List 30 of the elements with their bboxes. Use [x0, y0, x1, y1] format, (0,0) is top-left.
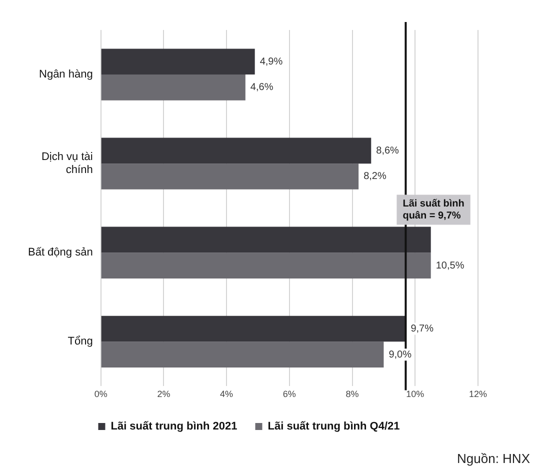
- x-tick-label: 0%: [94, 389, 108, 400]
- bar: [101, 252, 431, 278]
- bar: [101, 138, 372, 164]
- legend-label: Lãi suất trung bình 2021: [110, 420, 238, 433]
- bar: [101, 316, 406, 342]
- x-tick-label: 4%: [220, 389, 234, 400]
- bar: [101, 48, 255, 75]
- x-tick-label: 10%: [406, 389, 424, 400]
- data-label: 4,6%: [250, 82, 274, 94]
- bar: [101, 226, 431, 253]
- x-tick-label: 2%: [157, 389, 170, 400]
- y-tick-label: Ngân hàng: [39, 68, 93, 81]
- bar: [101, 164, 359, 190]
- data-label: 9,7%: [410, 324, 434, 335]
- data-label: 8,2%: [364, 171, 386, 182]
- data-label: 4,9%: [260, 56, 283, 68]
- text: Nguồn: HNX: [457, 451, 530, 466]
- x-tick-label: 8%: [346, 389, 359, 400]
- x-tick-label: 6%: [282, 389, 296, 400]
- y-tick-label: Bất động sản: [28, 246, 93, 259]
- x-tick-label: 12%: [468, 389, 488, 400]
- data-label: 10,5%: [436, 260, 464, 272]
- data-label: 9,0%: [388, 349, 412, 360]
- legend-label: Lãi suất trung bình Q4/21: [268, 420, 400, 433]
- bar: [101, 342, 384, 368]
- y-tick-label: Dịch vụ tài chính: [41, 151, 93, 176]
- data-label: 8,6%: [376, 145, 400, 156]
- y-tick-label: Tổng: [68, 336, 93, 348]
- ref-line-label: Lãi suất bình quân = 9,7%: [402, 198, 464, 222]
- bar: [101, 74, 246, 100]
